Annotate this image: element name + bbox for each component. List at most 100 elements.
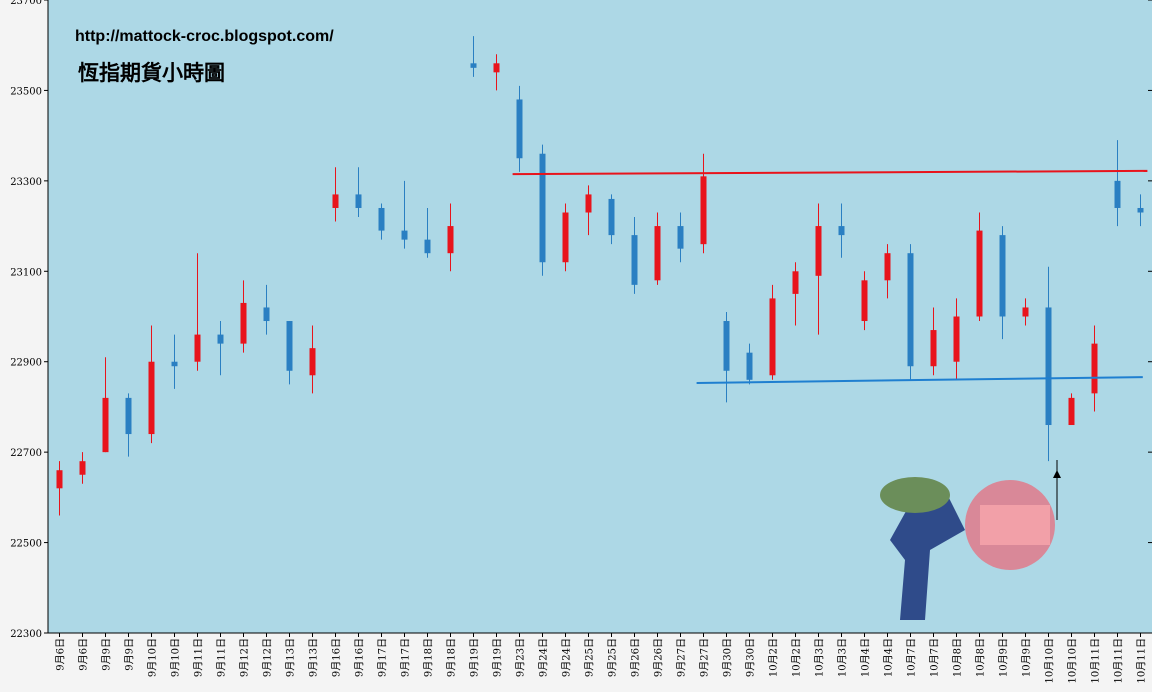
candle-body [608,198,615,236]
trend-line [696,376,1143,384]
candle-body [1068,397,1075,426]
x-tick-label: 10月11日 [1136,638,1148,683]
x-tick-label: 9月10日 [147,638,159,677]
x-tick-label: 9月19日 [469,638,481,677]
x-tick-label: 10月7日 [906,638,918,677]
x-tick-label: 10月3日 [814,638,826,677]
y-tick-label: 22300 [10,629,42,640]
candle-body [263,307,270,322]
decoration [890,490,965,620]
x-tick-label: 9月16日 [331,638,343,677]
candle-body [562,212,569,263]
x-tick-label: 10月8日 [975,638,987,677]
candle-body [171,361,178,367]
candle-body [1045,307,1052,426]
x-tick-label: 10月8日 [952,638,964,677]
x-tick-label: 9月12日 [262,638,274,677]
candle-body [746,352,753,380]
decoration [980,505,1050,545]
trend-line [512,169,1148,176]
x-tick-label: 9月11日 [193,638,205,677]
x-tick-label: 9月12日 [239,638,251,677]
y-tick-label: 23500 [10,86,42,97]
candle-body [286,321,293,371]
x-tick-label: 9月24日 [538,638,550,677]
candle-body [838,226,845,236]
candle-body [884,253,891,281]
y-tick-label: 22700 [10,448,42,459]
arrow-head [1053,470,1061,478]
x-tick-label: 9月30日 [722,638,734,677]
y-tick-label: 23300 [10,177,42,188]
x-tick-label: 9月23日 [515,638,527,677]
x-tick-label: 10月11日 [1090,638,1102,683]
x-tick-label: 9月25日 [607,638,619,677]
x-tick-label: 10月2日 [768,638,780,677]
candle-body [907,253,914,367]
x-tick-label: 9月18日 [446,638,458,677]
candle-body [1091,343,1098,394]
candle-body [470,63,477,68]
candle-body [976,230,983,317]
candle-body [424,239,431,254]
x-tick-label: 10月3日 [837,638,849,677]
x-tick-label: 10月9日 [998,638,1010,677]
x-tick-label: 9月9日 [124,638,136,671]
candle-body [79,461,86,475]
candle-body [1022,307,1029,317]
x-tick-label: 9月24日 [561,638,573,677]
candle-body [585,194,592,213]
candle-body [700,176,707,245]
candle-body [999,235,1006,317]
x-tick-label: 9月18日 [423,638,435,677]
x-tick-label: 10月10日 [1044,638,1056,683]
url: http://mattock-croc.blogspot.com/ [75,28,334,45]
candle-body [309,348,316,376]
chart-title: 恆指期貨小時圖 [78,61,225,85]
x-tick-label: 9月16日 [354,638,366,677]
x-tick-label: 9月13日 [285,638,297,677]
x-tick-label: 10月4日 [860,638,872,677]
candle-body [654,226,661,281]
x-tick-label: 9月27日 [699,638,711,677]
candle-body [953,316,960,362]
candle-body [332,194,339,208]
candle-body [516,99,523,159]
y-tick-label: 22500 [10,539,42,550]
candle-body [447,226,454,254]
cartoon [880,460,1061,620]
x-tick-label: 9月6日 [78,638,90,671]
x-tick-label: 10月10日 [1067,638,1079,683]
x-tick-label: 9月27日 [676,638,688,677]
y-tick-label: 22900 [10,358,42,369]
x-tick-label: 9月17日 [400,638,412,677]
candle-body [378,207,385,231]
candle-body [1137,207,1144,213]
x-tick-label: 9月26日 [630,638,642,677]
candle-body [240,302,247,344]
candle-body [401,230,408,240]
x-tick-label: 9月9日 [101,638,113,671]
candle-body [723,321,730,371]
candle-body [769,298,776,376]
x-tick-label: 10月9日 [1021,638,1033,677]
candle-body [493,63,500,73]
candle-body [355,194,362,208]
x-tick-label: 9月25日 [584,638,596,677]
y-tick-label: 23100 [10,267,42,278]
x-tick-label: 9月19日 [492,638,504,677]
candle-body [1114,180,1121,208]
candle-body [102,397,109,453]
candle-body [125,397,132,435]
candle-body [217,334,224,344]
x-tick-label: 10月4日 [883,638,895,677]
candle-body [539,153,546,263]
x-tick-label: 9月11日 [216,638,228,677]
candle-body [677,226,684,249]
x-tick-label: 10月2日 [791,638,803,677]
x-tick-label: 10月7日 [929,638,941,677]
x-tick-label: 9月13日 [308,638,320,677]
x-tick-label: 9月30日 [745,638,757,677]
candle-body [194,334,201,362]
